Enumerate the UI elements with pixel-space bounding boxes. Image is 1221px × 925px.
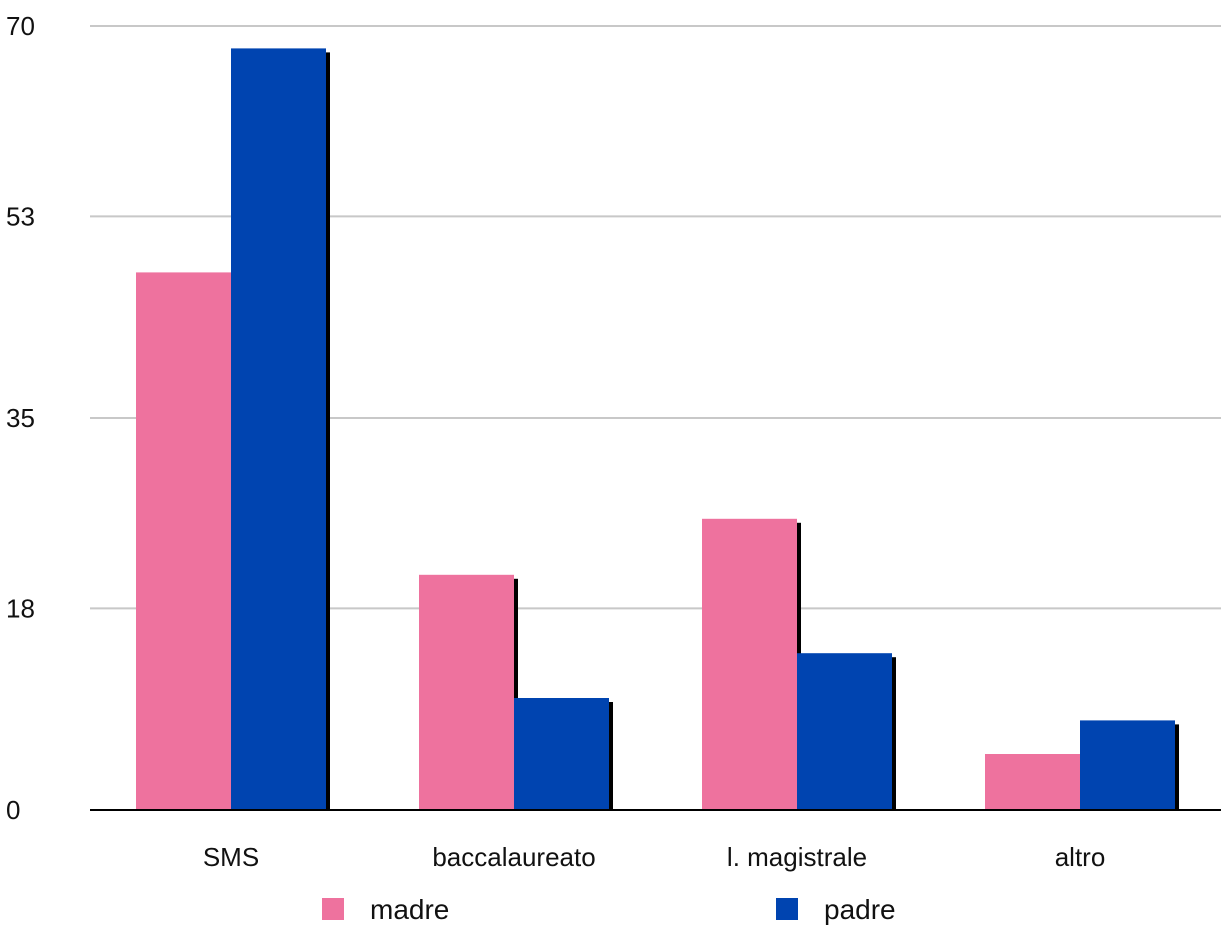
bar-padre-0 [231,48,326,810]
y-tick-label: 0 [6,795,20,825]
legend: madre padre [322,894,896,925]
bar-madre-0 [136,272,231,810]
x-tick-label: SMS [203,842,259,872]
bar-madre-1 [419,575,514,810]
legend-label-madre: madre [370,894,449,925]
bar-padre-3 [1080,720,1175,810]
x-tick-label: altro [1055,842,1106,872]
bars [136,48,1179,810]
legend-swatch-padre [776,898,798,920]
x-tick-label: l. magistrale [727,842,867,872]
y-tick-label: 53 [6,201,35,231]
y-tick-label: 70 [6,11,35,41]
bar-madre-3 [985,754,1080,810]
legend-swatch-madre [322,898,344,920]
bar-padre-1 [514,698,609,810]
bar-padre-2 [797,653,892,810]
x-axis-tick-labels: SMS baccalaureato l. magistrale altro [203,842,1105,872]
y-tick-label: 18 [6,593,35,623]
y-axis-tick-labels: 0 18 35 53 70 [6,11,35,825]
x-tick-label: baccalaureato [432,842,595,872]
legend-label-padre: padre [824,894,896,925]
y-tick-label: 35 [6,403,35,433]
bar-madre-2 [702,519,797,810]
